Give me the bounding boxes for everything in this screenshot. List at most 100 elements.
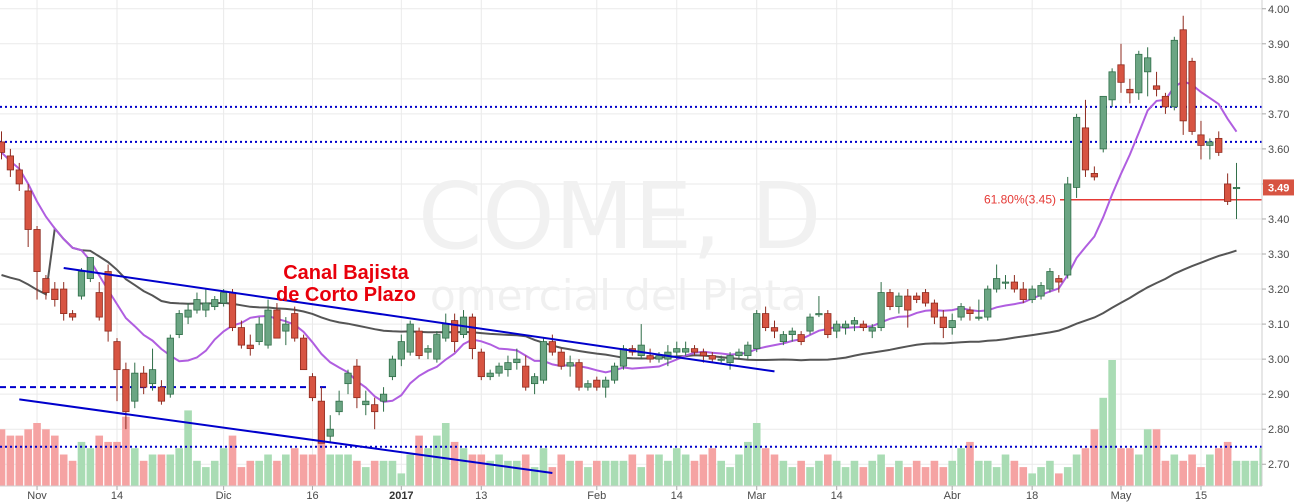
- volume-bar: [33, 423, 41, 486]
- volume-bar: [806, 467, 814, 486]
- y-tick-label: 2.80: [1268, 424, 1289, 436]
- volume-bar: [361, 467, 370, 486]
- candle-body: [770, 327, 779, 332]
- y-axis-ticks: 4.003.903.803.703.603.503.403.303.203.10…: [1262, 4, 1289, 471]
- candle-body: [211, 299, 219, 307]
- volume-bar: [459, 448, 468, 486]
- candle-body: [415, 330, 423, 357]
- candle-body: [0, 141, 6, 153]
- volume-bar: [184, 410, 192, 486]
- candle-body: [1232, 187, 1241, 190]
- annotation-line-1: Canal Bajista: [283, 262, 409, 284]
- volume-bar: [379, 460, 388, 486]
- candle-body: [779, 334, 787, 343]
- x-tick-label: 18: [1026, 490, 1038, 502]
- volume-bar: [193, 460, 201, 486]
- volume-bar: [815, 460, 823, 486]
- volume-bar: [1117, 448, 1125, 486]
- candle-body: [1117, 64, 1125, 83]
- volume-bar: [77, 441, 86, 486]
- candle-body: [975, 316, 983, 319]
- candle-body: [1108, 71, 1116, 101]
- volume-bar: [1090, 429, 1099, 486]
- volume-bar: [495, 454, 503, 486]
- candle-body: [939, 316, 947, 328]
- volume-bar: [752, 423, 761, 486]
- volume-bar: [246, 460, 255, 486]
- candle-body: [824, 313, 832, 336]
- candle-body: [921, 292, 930, 304]
- volume-bar: [690, 460, 699, 486]
- volume-bar: [388, 460, 397, 486]
- volume-bar: [1081, 448, 1090, 486]
- candle-body: [433, 334, 441, 360]
- volume-bar: [1241, 460, 1250, 486]
- candle-body: [753, 313, 761, 350]
- volume-bar: [202, 467, 210, 486]
- x-tick-label: 16: [306, 490, 318, 502]
- volume-bar: [0, 429, 6, 486]
- volume-bar: [513, 460, 521, 486]
- volume-bar: [122, 416, 130, 486]
- candle-body: [1081, 127, 1090, 171]
- volume-bar: [530, 467, 539, 486]
- candle-body: [24, 190, 32, 230]
- volume-bar: [1108, 360, 1116, 486]
- candle-body: [157, 386, 166, 402]
- candle-body: [1179, 29, 1187, 122]
- y-tick-label: 3.20: [1268, 284, 1289, 296]
- candle-body: [948, 320, 956, 328]
- last-price-label: 3.49: [1268, 182, 1289, 194]
- volume-bar: [655, 454, 663, 486]
- volume-bar: [113, 441, 121, 486]
- candle-body: [699, 351, 708, 357]
- volume-bar: [130, 448, 139, 486]
- candle-body: [513, 358, 521, 364]
- volume-bar: [406, 454, 415, 486]
- last-price-marker: 3.49: [1263, 179, 1294, 196]
- volume-bar: [433, 435, 441, 486]
- volume-bar: [148, 454, 157, 486]
- candle-body: [291, 313, 299, 339]
- volume-bar: [68, 460, 77, 486]
- volume-bar: [557, 454, 566, 486]
- volume-bar: [664, 460, 672, 486]
- x-tick-label: Mar: [747, 490, 766, 502]
- volume-bar: [566, 460, 574, 486]
- candle-body: [15, 169, 23, 185]
- annotation-line-2: de Corto Plazo: [276, 284, 416, 306]
- candle-body: [495, 365, 503, 374]
- x-tick-label: 15: [1195, 490, 1207, 502]
- candle-body: [1126, 88, 1134, 94]
- volume-bar: [681, 454, 690, 486]
- candle-body: [424, 348, 432, 353]
- candle-body: [1152, 85, 1161, 90]
- volume-bar: [175, 448, 183, 486]
- horizontal-levels: [0, 105, 1262, 448]
- volume-bar: [1170, 454, 1179, 486]
- candle-body: [33, 229, 41, 272]
- candle-body: [442, 323, 450, 339]
- candle-body: [344, 372, 352, 385]
- volume-bar: [859, 467, 868, 486]
- volume-bar: [486, 460, 494, 486]
- volume-bar: [477, 454, 486, 486]
- volume-bar: [1126, 448, 1134, 486]
- candle-body: [1055, 278, 1063, 283]
- volume-bar: [628, 454, 637, 486]
- volume-bar: [957, 448, 965, 486]
- candle-body: [282, 323, 290, 332]
- volume-bar: [939, 467, 948, 486]
- volume-bar: [1046, 460, 1054, 486]
- volume-bar: [317, 441, 326, 486]
- volume-bars: [0, 360, 1294, 486]
- candle-body: [451, 320, 459, 343]
- x-tick-label: Dic: [216, 490, 232, 502]
- y-tick-label: 3.30: [1268, 249, 1289, 261]
- candle-body: [690, 348, 699, 353]
- volume-bar: [1134, 454, 1143, 486]
- volume-bar: [1001, 454, 1010, 486]
- y-tick-label: 3.80: [1268, 74, 1289, 86]
- candle-body: [255, 323, 263, 343]
- volume-bar: [646, 454, 654, 486]
